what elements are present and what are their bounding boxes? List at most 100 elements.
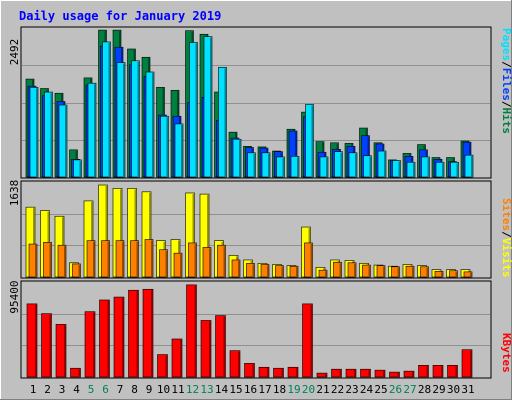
legend-pages: Pages	[500, 28, 512, 61]
bar-sites-day-7	[115, 240, 125, 278]
bar-sites-day-21	[318, 269, 328, 278]
x-label-day-13: 13	[200, 383, 213, 396]
bar-sites-day-4	[72, 263, 81, 278]
bar-sites-day-5	[86, 240, 96, 278]
bar-sites-day-18	[275, 265, 284, 278]
bar-kbytes-day-19	[287, 366, 299, 378]
x-label-day-28: 28	[418, 383, 431, 396]
bar-kbytes-day-28	[418, 365, 429, 378]
legend-hits-panel: Pages/Files/Hits	[500, 28, 512, 134]
x-label-day-25: 25	[374, 383, 387, 396]
x-label-day-14: 14	[215, 383, 229, 396]
bar-kbytes-day-1	[26, 303, 38, 378]
bar-pages-day-31	[464, 154, 474, 178]
bar-pages-day-25	[377, 150, 387, 178]
x-label-day-17: 17	[258, 383, 271, 396]
bar-kbytes-day-11	[171, 338, 183, 378]
bar-kbytes-day-14	[215, 315, 226, 378]
bar-pages-day-12	[189, 42, 198, 178]
legend-hits: Hits	[500, 108, 512, 135]
bar-pages-day-7	[116, 62, 126, 178]
scale-label-hits: 2492	[8, 39, 21, 66]
x-label-day-27: 27	[403, 383, 416, 396]
bar-sites-day-1	[28, 243, 38, 278]
bar-pages-day-13	[203, 36, 213, 178]
x-label-day-6: 6	[102, 383, 109, 396]
x-label-day-10: 10	[157, 383, 170, 396]
legend-kbytes: KBytes	[500, 333, 512, 373]
bar-sites-day-29	[434, 271, 444, 278]
bar-pages-day-1	[29, 87, 39, 178]
bar-pages-day-5	[87, 82, 97, 178]
bar-sites-day-27	[405, 265, 415, 278]
bar-pages-day-4	[73, 159, 82, 178]
bar-kbytes-day-18	[273, 367, 284, 378]
bar-pages-day-10	[160, 115, 169, 178]
bar-kbytes-day-31	[461, 349, 473, 378]
bar-pages-day-3	[58, 104, 68, 178]
x-label-day-21: 21	[316, 383, 329, 396]
bar-pages-day-28	[421, 156, 430, 178]
bar-sites-day-26	[391, 266, 400, 278]
x-label-day-20: 20	[302, 383, 315, 396]
legend-sites: Sites	[500, 198, 512, 231]
bar-pages-day-26	[392, 160, 401, 178]
bar-sites-day-13	[202, 247, 212, 278]
bar-pages-day-27	[406, 161, 416, 178]
bar-kbytes-day-29	[432, 365, 444, 378]
bar-kbytes-day-7	[113, 296, 125, 378]
legend-visits: Visits	[500, 238, 512, 278]
bar-kbytes-day-20	[302, 303, 313, 378]
bar-kbytes-day-16	[244, 363, 255, 378]
bar-pages-day-29	[435, 161, 445, 178]
legend-kbytes-panel: KBytes	[500, 333, 512, 373]
bar-sites-day-15	[231, 259, 241, 278]
x-axis-labels: 1 2 3 4 5 6 7 8 9 10 11 12 13 14 15 16 17 18 19 20 21 22 23 24 2…	[30, 383, 475, 396]
bar-sites-day-24	[362, 264, 371, 278]
bar-kbytes-day-22	[331, 368, 342, 378]
bar-sites-day-23	[347, 262, 357, 278]
bar-sites-day-28	[420, 266, 429, 278]
bar-kbytes-day-25	[374, 369, 386, 378]
bar-kbytes-day-17	[258, 366, 270, 378]
bar-kbytes-day-27	[403, 370, 415, 378]
x-label-day-26: 26	[389, 383, 402, 396]
x-label-day-5: 5	[88, 383, 95, 396]
scale-label-visits: 1638	[8, 180, 21, 207]
bar-pages-day-11	[174, 123, 184, 178]
bar-pages-day-6	[102, 41, 111, 178]
bar-kbytes-day-13	[200, 320, 212, 378]
x-label-day-16: 16	[244, 383, 257, 396]
bar-pages-day-14	[218, 66, 227, 178]
bar-pages-day-20	[305, 104, 314, 178]
bars	[25, 29, 474, 378]
bar-pages-day-9	[145, 71, 155, 178]
x-label-day-19: 19	[287, 383, 300, 396]
x-label-day-22: 22	[331, 383, 344, 396]
bar-kbytes-day-23	[345, 368, 357, 378]
bar-kbytes-day-6	[99, 299, 110, 378]
bar-pages-day-22	[334, 151, 343, 178]
bar-sites-day-17	[260, 264, 270, 278]
x-label-day-15: 15	[229, 383, 242, 396]
x-label-day-12: 12	[186, 383, 199, 396]
bar-sites-day-25	[376, 265, 386, 278]
bar-sites-day-11	[173, 252, 183, 278]
bar-pages-day-2	[44, 91, 53, 178]
bar-kbytes-day-3	[55, 324, 67, 378]
bar-sites-day-14	[217, 244, 226, 278]
x-label-day-9: 9	[146, 383, 153, 396]
bar-sites-day-30	[449, 270, 458, 278]
bar-kbytes-day-15	[229, 350, 241, 378]
bar-sites-day-19	[289, 265, 299, 278]
bar-kbytes-day-24	[360, 368, 371, 378]
bar-pages-day-17	[261, 152, 271, 178]
bar-sites-day-12	[188, 242, 197, 278]
legend-sep-3: /	[500, 231, 512, 238]
legend-sep-2: /	[500, 101, 512, 108]
x-label-day-23: 23	[345, 383, 358, 396]
bar-pages-day-18	[276, 156, 285, 178]
x-label-day-2: 2	[44, 383, 51, 396]
legend-sep-1: /	[500, 61, 512, 68]
bar-sites-day-20	[304, 242, 313, 278]
